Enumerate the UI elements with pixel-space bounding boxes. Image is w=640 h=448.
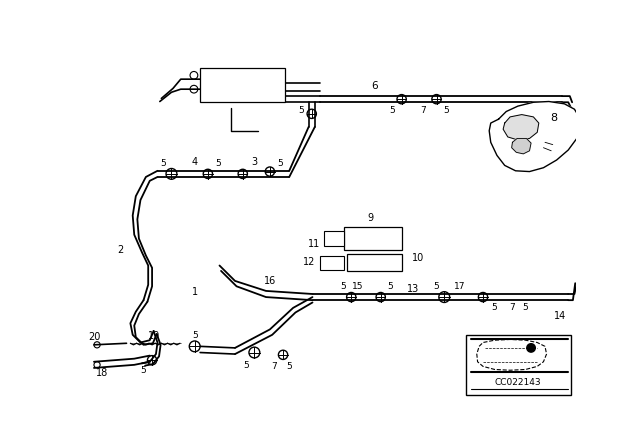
Text: 5: 5: [444, 106, 449, 115]
Text: 2: 2: [117, 245, 124, 255]
Text: 11: 11: [308, 239, 320, 249]
Bar: [200, 68, 285, 102]
Text: 13: 13: [407, 284, 419, 293]
Text: 9: 9: [367, 213, 374, 223]
Text: 5: 5: [340, 282, 346, 291]
Circle shape: [527, 344, 535, 352]
Text: 17: 17: [454, 282, 465, 291]
Text: 5: 5: [298, 106, 304, 115]
Text: 5: 5: [523, 302, 529, 312]
Text: 19: 19: [147, 331, 160, 340]
Text: 20: 20: [88, 332, 100, 342]
Text: 10: 10: [412, 253, 424, 263]
Text: 5: 5: [277, 159, 283, 168]
Text: 5: 5: [390, 106, 396, 115]
Bar: [320, 256, 344, 270]
Text: 1: 1: [191, 288, 198, 297]
Text: 5: 5: [434, 282, 440, 291]
Text: 15: 15: [352, 282, 364, 291]
Text: 5: 5: [160, 159, 166, 168]
Bar: [324, 231, 344, 246]
Polygon shape: [503, 115, 539, 140]
Bar: [344, 227, 402, 250]
Text: 6: 6: [371, 81, 378, 91]
Text: 5: 5: [286, 362, 292, 371]
Text: 5: 5: [141, 366, 147, 375]
Text: 12: 12: [303, 257, 316, 267]
Text: 4: 4: [191, 156, 198, 167]
Bar: [348, 254, 402, 271]
Text: 7: 7: [509, 302, 515, 312]
Bar: [466, 335, 571, 395]
Text: CC022143: CC022143: [495, 378, 541, 387]
Text: 5: 5: [215, 159, 221, 168]
Text: 14: 14: [554, 310, 566, 321]
Text: 18: 18: [95, 368, 108, 378]
Text: 7: 7: [420, 106, 426, 115]
Text: 3: 3: [252, 156, 257, 167]
Text: 5: 5: [492, 302, 497, 312]
Text: 5: 5: [244, 361, 250, 370]
Text: 5: 5: [192, 331, 198, 340]
Text: 5: 5: [387, 282, 393, 291]
Text: 8: 8: [551, 112, 558, 123]
Text: 16: 16: [264, 276, 276, 286]
Polygon shape: [511, 138, 531, 154]
Text: 7: 7: [271, 362, 276, 371]
Polygon shape: [489, 102, 580, 172]
